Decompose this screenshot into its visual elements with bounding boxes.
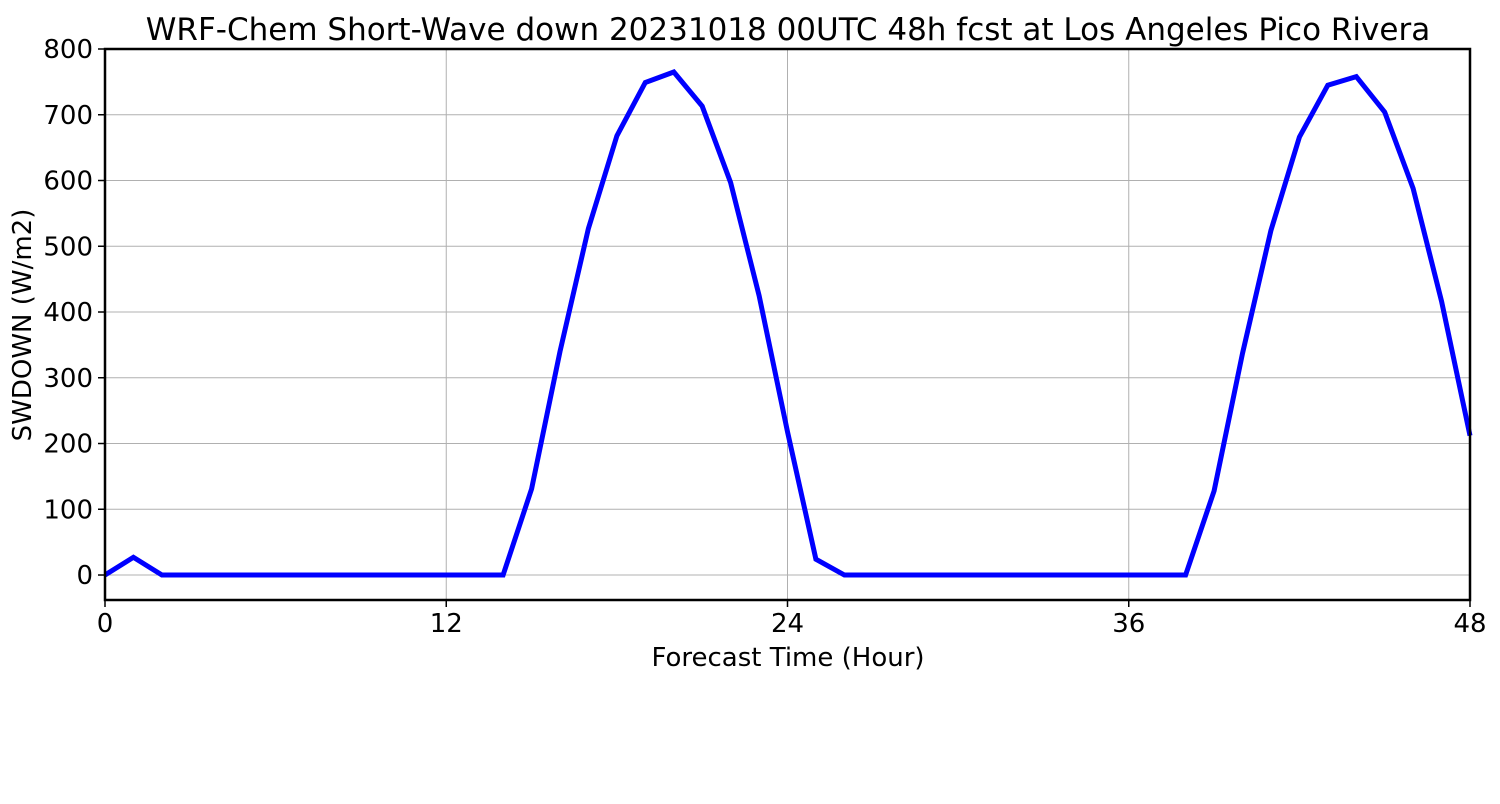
y-tick-label: 500 bbox=[43, 232, 93, 262]
x-axis-label: Forecast Time (Hour) bbox=[651, 643, 924, 673]
y-axis-label: SWDOWN (W/m2) bbox=[8, 209, 38, 442]
y-tick-label: 700 bbox=[43, 101, 93, 131]
x-tick-label: 12 bbox=[430, 609, 463, 639]
x-tick-label: 48 bbox=[1453, 609, 1486, 639]
y-tick-label: 100 bbox=[43, 495, 93, 525]
y-tick-label: 200 bbox=[43, 430, 93, 460]
y-tick-label: 300 bbox=[43, 364, 93, 394]
chart-title: WRF-Chem Short-Wave down 20231018 00UTC … bbox=[146, 12, 1430, 48]
x-tick-label: 24 bbox=[771, 609, 804, 639]
y-tick-label: 800 bbox=[43, 35, 93, 65]
y-tick-label: 600 bbox=[43, 167, 93, 197]
y-tick-label: 400 bbox=[43, 298, 93, 328]
x-tick-label: 0 bbox=[97, 609, 114, 639]
series-line bbox=[103, 69, 1473, 578]
x-tick-label: 36 bbox=[1112, 609, 1145, 639]
y-tick-label: 0 bbox=[76, 561, 93, 591]
